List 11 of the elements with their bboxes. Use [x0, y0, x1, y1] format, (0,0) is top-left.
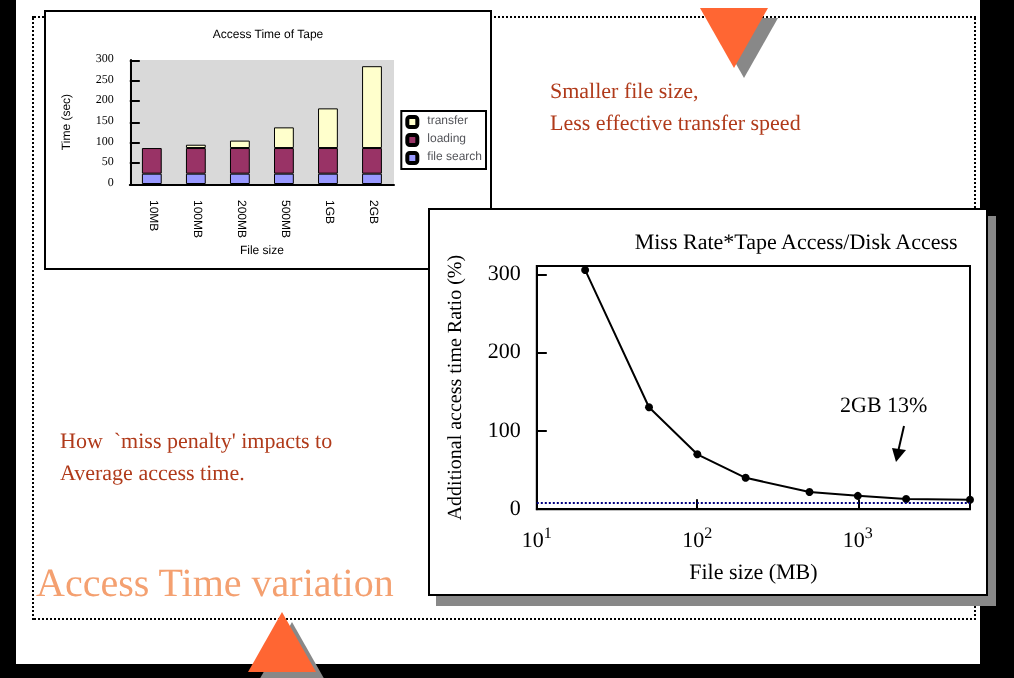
y-tick-label: 0	[509, 497, 522, 522]
y-tick-label: 200	[487, 340, 522, 365]
y-axis-title: Additional access time Ratio (%)	[445, 254, 467, 521]
text: How `miss penalty' impacts to Average access time.	[60, 428, 333, 490]
chart-title: Miss Rate*Tape Access/Disk Access	[634, 231, 958, 255]
y-tick-label: 100	[487, 418, 522, 443]
text: Smaller file size, Less effective transfer speed	[550, 78, 801, 140]
y-tick-label: 300	[487, 261, 522, 286]
text: Access Time variation	[36, 562, 394, 608]
x-axis-title: File size (MB)	[689, 561, 819, 585]
annotation: 2GB 13%	[840, 394, 928, 418]
